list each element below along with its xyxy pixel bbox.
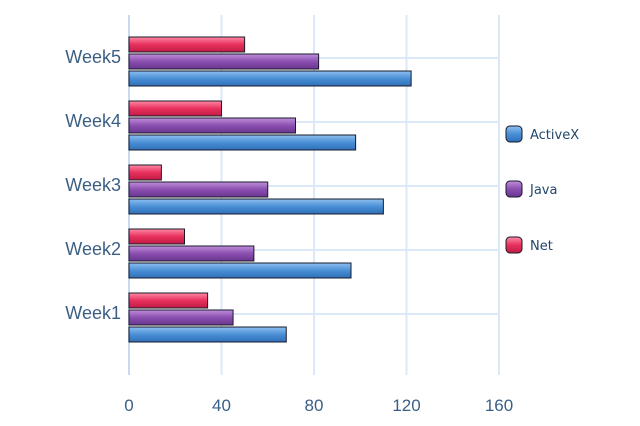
bar-net-week3 [128,164,162,181]
x-tick-label: 160 [485,396,513,415]
bar-activex-week4 [128,134,357,151]
bar-activex-week2 [128,262,352,279]
bar-net-week5 [128,36,246,53]
x-axis-tick-labels: 0 40 80 120 160 [124,396,513,415]
bar-net-week2 [128,228,185,245]
bar-activex-week1 [128,326,287,343]
bar-java-week5 [128,53,320,70]
legend-label-net: Net [530,239,553,254]
category-label: Week5 [65,47,121,67]
category-labels: Week1 Week2 Week3 Week4 Week5 [65,47,121,323]
x-tick-label: 0 [124,396,133,415]
bar-java-week1 [128,309,234,326]
x-tick-label: 80 [305,396,324,415]
legend-swatch-net [505,236,523,254]
bar-java-week2 [128,245,255,262]
category-label: Week4 [65,111,121,131]
x-tick-label: 40 [212,396,231,415]
bar-java-week4 [128,117,296,134]
legend-label-activex: ActiveX [530,128,579,143]
category-label: Week1 [65,303,121,323]
bars [128,36,412,343]
bar-net-week1 [128,292,209,309]
legend-swatch-activex [505,125,523,143]
bar-activex-week5 [128,70,412,87]
legend-swatch-java [505,180,523,198]
legend-label-java: Java [529,183,557,198]
x-tick-label: 120 [392,396,420,415]
bar-java-week3 [128,181,269,198]
category-label: Week2 [65,239,121,259]
bar-net-week4 [128,100,222,117]
category-label: Week3 [65,175,121,195]
bar-activex-week3 [128,198,384,215]
legend: ActiveX Java Net [505,125,579,254]
